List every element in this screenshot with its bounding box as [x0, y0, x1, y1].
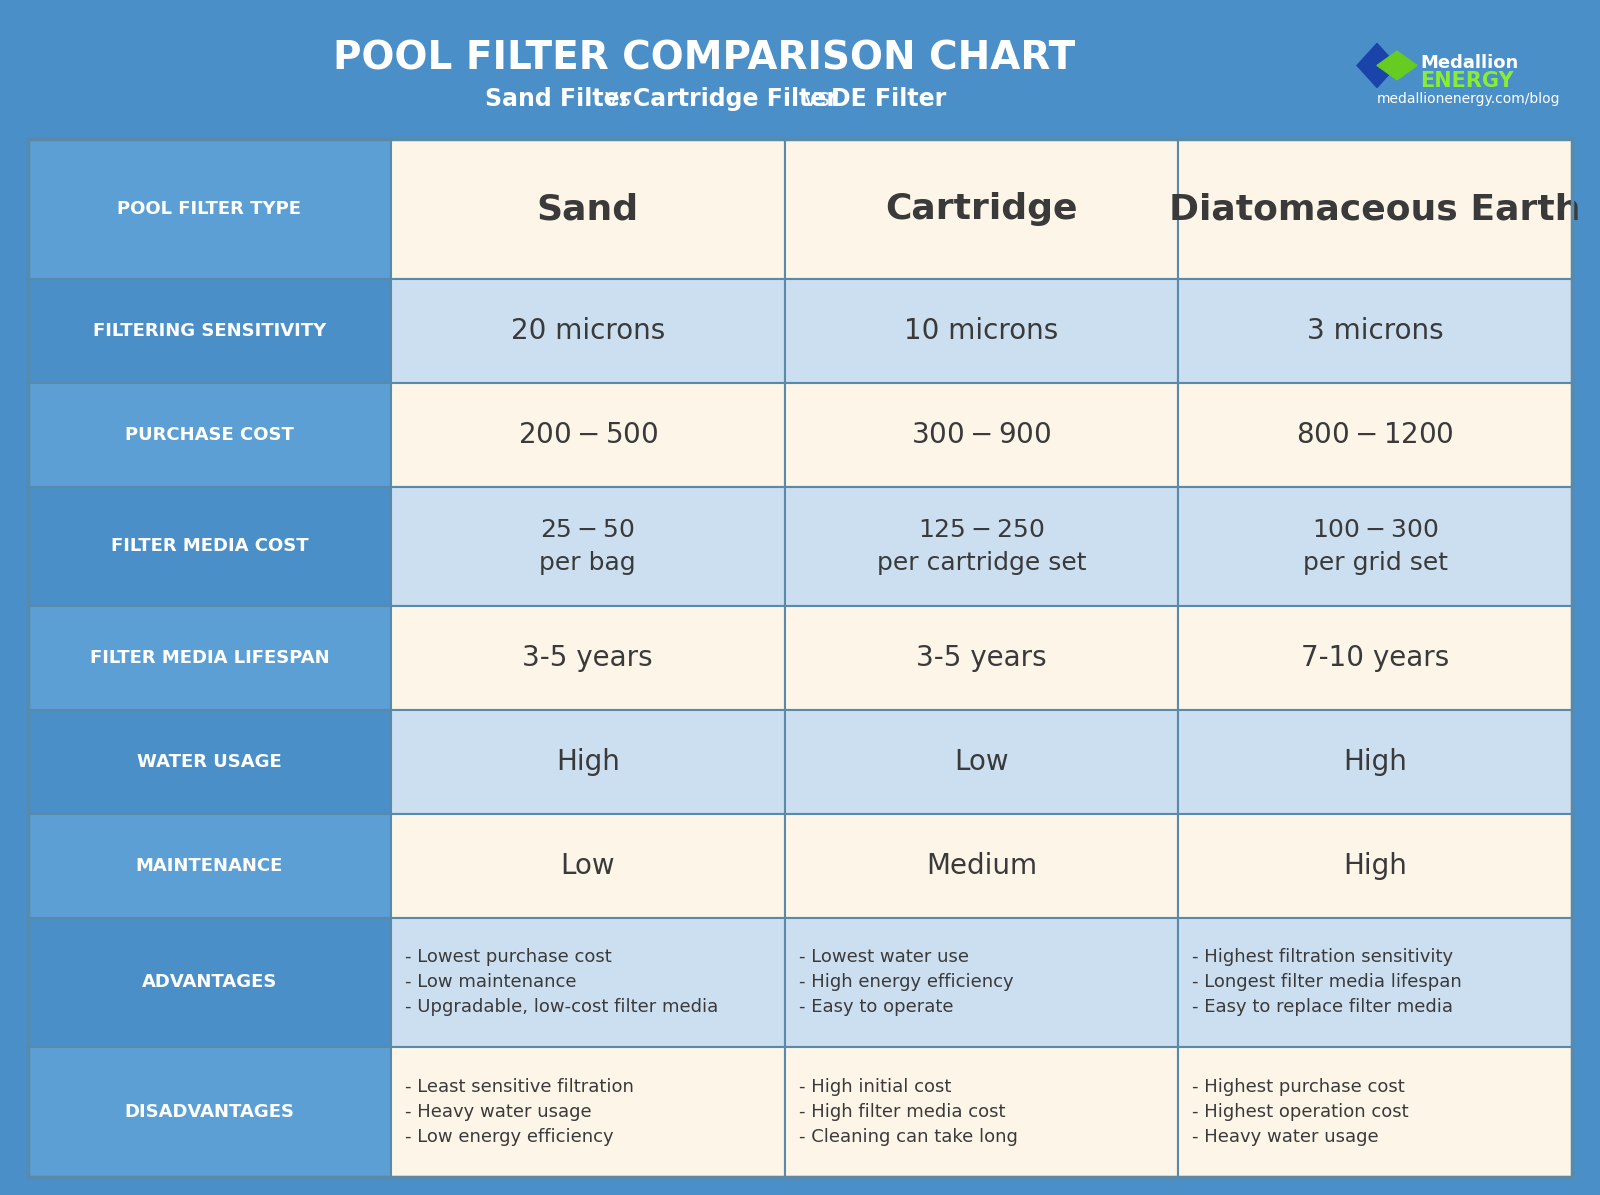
Text: Medallion: Medallion	[1421, 55, 1518, 73]
Text: PURCHASE COST: PURCHASE COST	[125, 425, 294, 443]
Text: ADVANTAGES: ADVANTAGES	[142, 974, 277, 992]
Bar	[1178, 606, 1571, 710]
Bar	[1178, 1047, 1571, 1177]
Bar	[784, 918, 1178, 1047]
Text: 3 microns: 3 microns	[1307, 317, 1443, 345]
Bar	[784, 606, 1178, 710]
Text: 20 microns: 20 microns	[510, 317, 666, 345]
Bar	[0, 0, 1600, 139]
Text: Diatomaceous Earth: Diatomaceous Earth	[1170, 192, 1581, 226]
Text: - Least sensitive filtration
- Heavy water usage
- Low energy efficiency: - Least sensitive filtration - Heavy wat…	[405, 1078, 634, 1146]
Text: WATER USAGE: WATER USAGE	[138, 753, 282, 771]
Bar	[1178, 710, 1571, 814]
Text: Medium: Medium	[926, 852, 1037, 880]
Text: 3-5 years: 3-5 years	[917, 644, 1046, 672]
Text: Sand Filter: Sand Filter	[485, 87, 632, 111]
Text: vs: vs	[597, 87, 638, 111]
Bar	[784, 486, 1178, 606]
Text: $100-$300
per grid set: $100-$300 per grid set	[1302, 517, 1448, 575]
Text: Sand: Sand	[536, 192, 638, 226]
Text: POOL FILTER TYPE: POOL FILTER TYPE	[117, 200, 301, 217]
Bar	[390, 139, 784, 280]
Text: vs: vs	[795, 87, 837, 111]
Bar	[784, 710, 1178, 814]
Text: Cartridge Filter: Cartridge Filter	[632, 87, 838, 111]
Text: POOL FILTER COMPARISON CHART: POOL FILTER COMPARISON CHART	[333, 39, 1075, 78]
Bar	[1178, 280, 1571, 382]
Text: $125-$250
per cartridge set: $125-$250 per cartridge set	[877, 517, 1086, 575]
Bar	[784, 139, 1178, 280]
Bar	[784, 382, 1178, 486]
Bar	[390, 1047, 784, 1177]
Bar	[1178, 139, 1571, 280]
Text: 10 microns: 10 microns	[904, 317, 1059, 345]
Text: MAINTENANCE: MAINTENANCE	[136, 857, 283, 875]
Bar	[390, 280, 784, 382]
Bar	[1178, 382, 1571, 486]
Text: $200-$500: $200-$500	[517, 421, 658, 449]
Bar	[29, 382, 390, 486]
Text: Low: Low	[560, 852, 614, 880]
Text: $800-$1200: $800-$1200	[1296, 421, 1454, 449]
Text: $25-$50
per bag: $25-$50 per bag	[539, 517, 637, 575]
Bar	[390, 710, 784, 814]
Bar	[390, 606, 784, 710]
Text: Cartridge: Cartridge	[885, 192, 1078, 226]
Text: DE Filter: DE Filter	[830, 87, 947, 111]
Text: High: High	[1344, 852, 1406, 880]
Bar	[29, 710, 390, 814]
Text: Low: Low	[954, 748, 1008, 776]
Bar	[29, 606, 390, 710]
Bar	[0, 0, 1600, 139]
Bar	[29, 139, 1571, 1177]
Bar	[784, 814, 1178, 918]
Bar	[390, 918, 784, 1047]
Bar	[1178, 918, 1571, 1047]
Bar	[29, 814, 390, 918]
Bar	[784, 1047, 1178, 1177]
Text: High: High	[1344, 748, 1406, 776]
Bar	[390, 382, 784, 486]
Text: FILTERING SENSITIVITY: FILTERING SENSITIVITY	[93, 321, 326, 341]
Polygon shape	[1378, 51, 1418, 80]
Text: FILTER MEDIA COST: FILTER MEDIA COST	[110, 538, 309, 556]
Text: - Lowest purchase cost
- Low maintenance
- Upgradable, low-cost filter media: - Lowest purchase cost - Low maintenance…	[405, 949, 718, 1017]
Text: High: High	[555, 748, 619, 776]
Text: - High initial cost
- High filter media cost
- Cleaning can take long: - High initial cost - High filter media …	[798, 1078, 1018, 1146]
Text: 7-10 years: 7-10 years	[1301, 644, 1450, 672]
Bar	[29, 1047, 390, 1177]
Text: FILTER MEDIA LIFESPAN: FILTER MEDIA LIFESPAN	[90, 649, 330, 667]
Bar	[390, 486, 784, 606]
Polygon shape	[1357, 43, 1397, 87]
Bar	[29, 918, 390, 1047]
Bar	[1178, 814, 1571, 918]
Text: medallionenergy.com/blog: medallionenergy.com/blog	[1378, 92, 1560, 106]
Bar	[29, 486, 390, 606]
Bar	[390, 814, 784, 918]
Text: - Highest filtration sensitivity
- Longest filter media lifespan
- Easy to repla: - Highest filtration sensitivity - Longe…	[1192, 949, 1462, 1017]
Text: - Highest purchase cost
- Highest operation cost
- Heavy water usage: - Highest purchase cost - Highest operat…	[1192, 1078, 1410, 1146]
Text: $300-$900: $300-$900	[912, 421, 1051, 449]
Bar	[784, 280, 1178, 382]
Text: ENERGY: ENERGY	[1421, 72, 1514, 92]
Text: DISADVANTAGES: DISADVANTAGES	[125, 1103, 294, 1121]
Bar	[1178, 486, 1571, 606]
Bar	[29, 280, 390, 382]
Text: 3-5 years: 3-5 years	[522, 644, 653, 672]
Text: - Lowest water use
- High energy efficiency
- Easy to operate: - Lowest water use - High energy efficie…	[798, 949, 1013, 1017]
Bar	[29, 139, 390, 280]
